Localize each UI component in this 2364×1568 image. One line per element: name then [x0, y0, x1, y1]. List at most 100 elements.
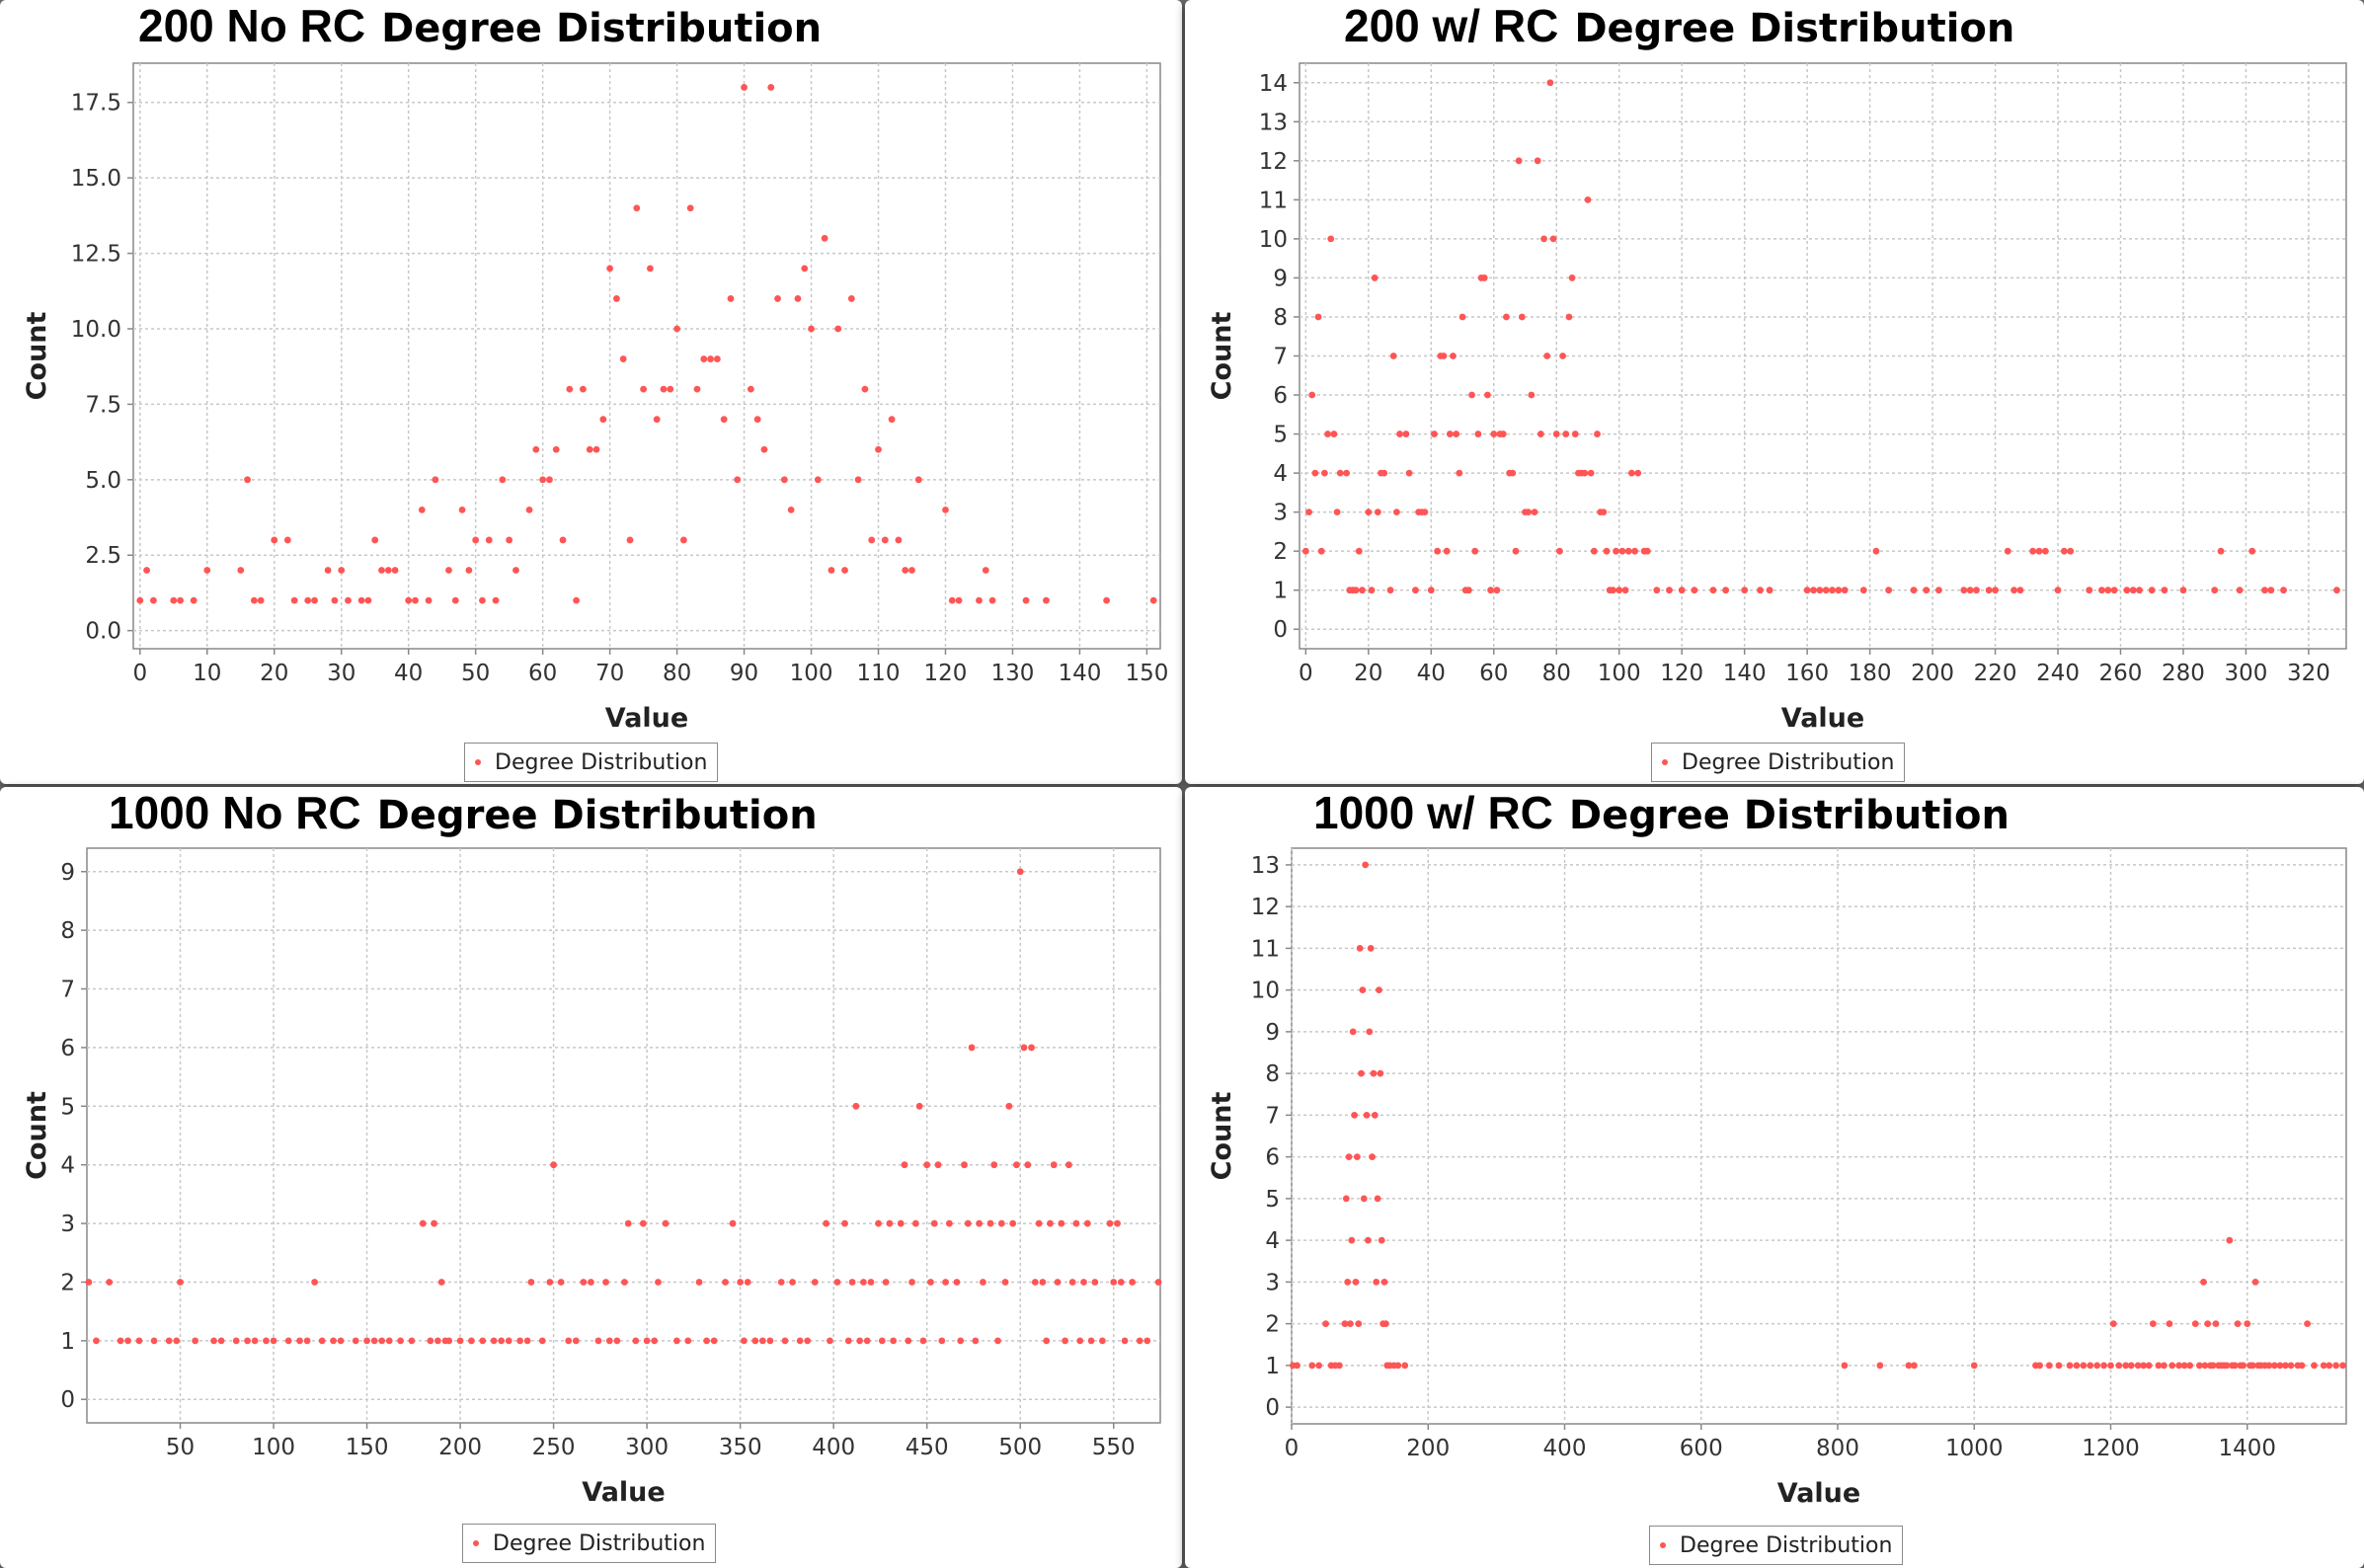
data-point	[2036, 1362, 2044, 1370]
data-point	[686, 204, 694, 212]
data-point	[1528, 391, 1536, 399]
data-point	[523, 1337, 531, 1345]
data-point	[1960, 587, 1968, 594]
data-point	[434, 1337, 441, 1345]
data-point	[1458, 313, 1466, 321]
data-point	[427, 1337, 434, 1345]
data-point	[2086, 587, 2093, 594]
data-point	[559, 536, 567, 544]
data-point	[751, 1337, 759, 1345]
data-point	[796, 1337, 804, 1345]
data-point	[1103, 596, 1111, 604]
x-tick-label: 400	[812, 1435, 855, 1460]
data-point	[867, 1279, 875, 1286]
data-point	[1343, 469, 1351, 477]
data-point	[1910, 587, 1918, 594]
data-point	[364, 596, 372, 604]
data-point	[2145, 1362, 2153, 1370]
y-axis-label: Count	[22, 312, 52, 401]
x-tick-label: 150	[346, 1435, 389, 1460]
data-point	[651, 1337, 659, 1345]
data-point	[878, 1337, 886, 1345]
data-point	[136, 596, 144, 604]
data-point	[1031, 1279, 1039, 1286]
data-point	[143, 567, 150, 574]
data-point	[2267, 587, 2275, 594]
data-point	[232, 1337, 240, 1345]
data-point	[85, 1279, 93, 1286]
data-point	[106, 1279, 114, 1286]
data-point	[789, 1279, 796, 1286]
data-point	[2016, 587, 2024, 594]
data-point	[384, 567, 392, 574]
data-point	[1324, 431, 1331, 437]
data-point	[506, 536, 513, 544]
data-point	[1024, 1161, 1032, 1169]
data-point	[192, 1337, 199, 1345]
chart-panel-200-w-rc: 200 w/ RC Degree Distribution 0 20 40 60 80 10…	[1185, 0, 2364, 784]
legend-marker-icon	[1660, 1542, 1666, 1548]
data-point	[1876, 1362, 1884, 1370]
data-point	[1480, 274, 1488, 281]
data-point	[938, 1337, 946, 1345]
data-point	[2195, 1362, 2203, 1370]
data-point	[170, 596, 178, 604]
data-point	[1043, 596, 1050, 604]
data-point	[492, 596, 500, 604]
data-point	[2231, 1362, 2239, 1370]
data-point	[1368, 587, 1376, 594]
y-tick-label: 7	[1273, 345, 1288, 370]
data-point	[905, 1337, 912, 1345]
data-point	[1005, 1102, 1013, 1110]
x-tick-label: 350	[719, 1435, 762, 1460]
data-point	[2054, 587, 2062, 594]
data-point	[2122, 1362, 2130, 1370]
data-point	[613, 1337, 621, 1345]
data-point	[2261, 587, 2268, 594]
data-point	[2325, 1362, 2333, 1370]
data-point	[1556, 547, 1563, 555]
data-point	[1305, 509, 1312, 516]
data-point	[1356, 944, 1364, 952]
x-tick-label: 100	[252, 1435, 295, 1460]
data-point	[385, 1337, 393, 1345]
data-point	[431, 1219, 438, 1227]
y-tick-label: 0	[1265, 1395, 1280, 1421]
data-point	[827, 567, 835, 574]
y-tick-label: 4	[1273, 461, 1288, 487]
panel-title-prefix: 1000 w/ RC	[1313, 787, 1553, 838]
plot-area	[132, 62, 1161, 650]
data-point	[934, 1161, 942, 1169]
data-point	[580, 1279, 588, 1286]
x-tick-label: 130	[991, 661, 1035, 686]
data-point	[177, 1279, 184, 1286]
x-tick-label: 0	[132, 661, 147, 686]
data-point	[844, 1337, 852, 1345]
legend: Degree Distribution	[462, 1524, 717, 1563]
data-point	[1378, 1236, 1385, 1244]
data-point	[988, 596, 996, 604]
data-point	[1643, 547, 1651, 555]
y-tick-label: 12	[1251, 895, 1280, 920]
data-point	[244, 1337, 251, 1345]
y-tick-label: 14	[1259, 71, 1288, 97]
data-point	[330, 1337, 337, 1345]
data-point	[1484, 391, 1491, 399]
data-point	[990, 1161, 998, 1169]
x-tick-label: 80	[1542, 661, 1571, 686]
data-point	[964, 1219, 972, 1227]
data-point	[781, 1337, 789, 1345]
data-point	[777, 1279, 785, 1286]
data-point	[646, 265, 654, 273]
y-tick-label: 1	[1265, 1354, 1280, 1379]
data-point	[2223, 1362, 2231, 1370]
data-point	[980, 1279, 986, 1286]
data-point	[251, 1337, 259, 1345]
data-point	[1464, 587, 1472, 594]
data-point	[1905, 1362, 1913, 1370]
data-point	[895, 536, 903, 544]
data-point	[1355, 1320, 1363, 1328]
data-point	[1540, 235, 1547, 243]
data-point	[707, 355, 714, 362]
data-point	[886, 1219, 894, 1227]
